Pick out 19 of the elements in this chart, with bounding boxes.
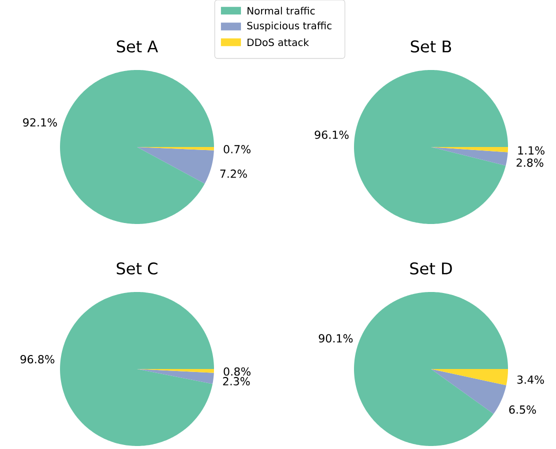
data-label: 1.1%: [518, 146, 544, 155]
chart-title: Set B: [410, 40, 452, 53]
data-label: 90.1%: [318, 334, 353, 343]
data-label: 96.8%: [20, 355, 54, 364]
data-label: 92.1%: [23, 118, 57, 127]
text: Set A: [116, 40, 158, 53]
data-label: 3.4%: [517, 375, 544, 384]
legend-label: Suspicious traffic: [247, 22, 332, 32]
data-label: 0.8%: [224, 367, 251, 376]
data-label: 6.5%: [509, 405, 536, 414]
data-label: 96.1%: [314, 130, 349, 139]
data-label: 7.2%: [220, 170, 247, 178]
chart-title: Set D: [410, 262, 452, 275]
data-label: 2.3%: [223, 377, 250, 386]
data-label: 0.7%: [224, 145, 251, 154]
legend-label: DDoS attack: [248, 38, 309, 46]
chart-title: Set C: [116, 262, 158, 275]
data-label: 2.8%: [516, 158, 544, 167]
legend-label: Normal traffic: [248, 6, 315, 15]
